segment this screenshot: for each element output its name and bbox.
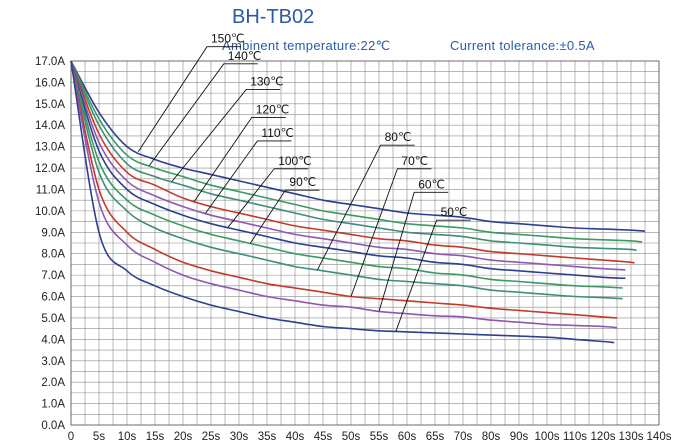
x-tick-label: 65s [426,431,445,443]
annotation-leader [395,219,471,332]
annotation-leader [227,168,309,228]
x-tick-label: 30s [230,431,249,443]
ambient-temperature-label: Ambinent temperature:22℃ [222,38,391,53]
series-line-130 [70,60,637,252]
annotation-label: 150℃ [211,32,245,46]
annotation-label: 70℃ [401,154,428,168]
x-tick-label: 20s [174,431,193,443]
x-tick-label: 50s [342,431,361,443]
y-tick-label: 16.0A [35,77,65,89]
x-tick-label: 90s [510,431,529,443]
y-tick-label: 13.0A [35,142,65,154]
annotation-label: 110℃ [261,126,294,140]
series-line-70 [70,60,618,319]
annotation-label: 50℃ [441,205,468,219]
y-tick-label: 15.0A [35,99,65,111]
annotation-leader [316,144,415,271]
x-tick-label: 100s [535,431,560,443]
y-tick-label: 11.0A [36,184,66,196]
x-tick-label: 70s [454,431,473,443]
y-tick-label: 7.0A [41,270,65,282]
annotation-leader [137,46,241,153]
y-tick-label: 8.0A [41,249,65,261]
x-tick-label: 5s [93,431,105,443]
y-tick-label: 12.0A [35,163,65,175]
series-line-60 [70,60,618,329]
series-line-120 [70,60,635,265]
x-tick-label: 35s [258,431,277,443]
x-tick-label: 130s [619,431,644,443]
annotation-leader [249,189,320,244]
y-tick-label: 5.0A [41,313,65,325]
series-line-50 [70,60,615,344]
annotation-leader [193,116,286,202]
annotation-label: 100℃ [278,154,312,168]
y-tick-label: 0.0A [41,420,65,432]
annotation-leader [171,89,281,183]
x-tick-label: 60s [398,431,417,443]
y-tick-label: 3.0A [41,356,65,368]
current-tolerance-label: Current tolerance:±0.5A [450,38,595,53]
x-tick-label: 120s [591,431,616,443]
y-tick-label: 1.0A [41,399,65,411]
x-tick-label: 40s [286,431,305,443]
series-line-80 [70,60,623,300]
annotation-leader [350,168,432,297]
series-line-110 [70,60,626,271]
y-tick-label: 6.0A [41,292,65,304]
x-tick-label: 25s [202,431,221,443]
annotation-leader [378,191,449,312]
y-tick-label: 4.0A [41,334,65,346]
y-tick-label: 2.0A [41,377,65,389]
annotation-label: 140℃ [228,49,261,63]
series-line-90 [70,60,623,289]
annotation-leader [205,140,292,214]
x-tick-label: 10s [118,431,137,443]
x-tick-label: 55s [370,431,389,443]
plot-frame [70,60,660,426]
y-tick-label: 9.0A [41,227,65,239]
x-tick-label: 15s [146,431,165,443]
series-line-140 [70,60,643,243]
series-line-100 [70,60,626,280]
x-tick-label: 0 [68,431,74,443]
x-tick-label: 45s [314,431,333,443]
y-tick-label: 17.0A [35,56,65,68]
annotation-label: 60℃ [418,177,445,191]
y-tick-label: 10.0A [35,206,65,218]
y-tick-label: 14.0A [35,120,65,132]
annotation-leader [149,63,258,166]
x-tick-label: 140s [647,431,672,443]
annotation-label: 120℃ [256,102,289,116]
series-line-150 [70,60,646,232]
x-tick-label: 110s [563,431,587,443]
annotation-label: 80℃ [385,130,412,144]
annotation-label: 90℃ [289,175,316,189]
chart-title: BH-TB02 [232,6,315,28]
annotation-label: 130℃ [250,75,284,89]
x-tick-label: 80s [482,431,501,443]
